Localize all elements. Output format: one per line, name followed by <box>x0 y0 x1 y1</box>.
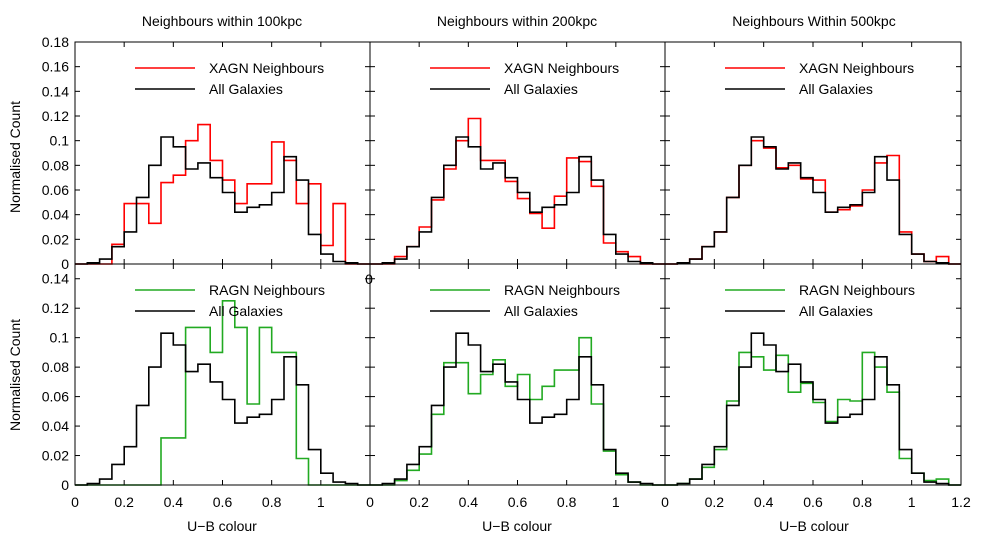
x-tick-label: 0.2 <box>409 494 429 510</box>
legend: XAGN Neighbours All Galaxies <box>430 60 619 97</box>
series-line-all-galaxies <box>75 136 370 265</box>
col-title-500kpc: Neighbours Within 500kpc <box>732 13 895 29</box>
y-tick-label: 0.12 <box>42 108 69 124</box>
legend: XAGN Neighbours All Galaxies <box>725 60 914 97</box>
legend-label: RAGN Neighbours <box>209 282 325 298</box>
y-tick-label: 0.04 <box>42 207 69 223</box>
y-tick-label: 0.06 <box>42 389 69 405</box>
panel-r1c1: 0 0.2 0.4 0.6 0.8 1 RAGN Neighbours All Galaxie… <box>366 263 666 510</box>
x-tick-label: 0.8 <box>557 494 577 510</box>
panel-r1c0: 0 0.02 0.04 0.06 0.08 0.1 0.12 0.14 0 0.2 0.4 0.6 0.… <box>42 263 371 510</box>
legend-label: All Galaxies <box>799 81 873 97</box>
legend-label: All Galaxies <box>209 303 283 319</box>
panel-r0c1: XAGN Neighbours All Galaxies <box>369 41 666 265</box>
x-axis-label-left: U−B colour <box>187 518 257 534</box>
y-tick-label: 0.04 <box>42 418 69 434</box>
y-tick-label: 0.1 <box>50 330 70 346</box>
y-tick-label: 0.02 <box>42 448 69 464</box>
x-tick-label: 0 <box>661 494 669 510</box>
y-tick-label: 0.1 <box>50 133 70 149</box>
y-tick-label: 0.12 <box>42 300 69 316</box>
y-tick-label: 0.14 <box>42 83 69 99</box>
y-tick-label: 0.02 <box>42 231 69 247</box>
x-axis-label-right: U−B colour <box>779 518 849 534</box>
x-tick-label: 0.6 <box>508 494 528 510</box>
panel-r1c2: 0 0.2 0.4 0.6 0.8 1 1.2 RAGN Neighbours All Gala… <box>661 263 971 510</box>
panel-r0c2: XAGN Neighbours All Galaxies <box>664 41 962 265</box>
series-line-xagn-neighbours <box>75 123 370 265</box>
col-title-100kpc: Neighbours within 100kpc <box>142 13 302 29</box>
legend-label: All Galaxies <box>504 81 578 97</box>
legend-label: All Galaxies <box>209 81 283 97</box>
y-tick-label: 0 <box>61 256 69 272</box>
y-tick-label: 0.06 <box>42 182 69 198</box>
y-tick-label: 0.14 <box>42 271 69 287</box>
series-line-all-galaxies <box>370 332 665 486</box>
x-axis-labels: U−B colour U−B colour U−B colour <box>187 518 849 534</box>
series-line-all-galaxies <box>75 332 370 486</box>
x-tick-label: 0.4 <box>754 494 774 510</box>
series-line-ragn-neighbours <box>370 336 665 486</box>
legend: RAGN Neighbours All Galaxies <box>135 282 325 319</box>
y-tick-label: 0.08 <box>42 359 69 375</box>
x-tick-label: 0.2 <box>114 494 134 510</box>
x-tick-label: 0.4 <box>164 494 184 510</box>
column-titles: Neighbours within 100kpc Neighbours with… <box>142 13 896 29</box>
x-tick-label: 1.2 <box>951 494 971 510</box>
x-tick-label: 0.6 <box>213 494 233 510</box>
series-line-xagn-neighbours <box>370 117 665 265</box>
series-line-all-galaxies <box>665 332 961 486</box>
x-tick-label: 0.6 <box>803 494 823 510</box>
x-tick-label: 0 <box>71 494 79 510</box>
legend-label: RAGN Neighbours <box>799 282 915 298</box>
x-tick-label: 1 <box>612 494 620 510</box>
legend: XAGN Neighbours All Galaxies <box>135 60 324 97</box>
y-axis-labels: Normalised Count Normalised Count <box>7 101 23 431</box>
x-tick-label: 1 <box>908 494 916 510</box>
y-tick-label: 0.16 <box>42 59 69 75</box>
legend-label: XAGN Neighbours <box>209 60 324 76</box>
legend: RAGN Neighbours All Galaxies <box>725 282 915 319</box>
col-title-200kpc: Neighbours within 200kpc <box>437 13 597 29</box>
panels: 0 0.02 0.04 0.06 0.08 0.1 0.12 0.14 0.16 0.18 XAGN… <box>42 34 971 510</box>
x-tick-label: 0.2 <box>705 494 725 510</box>
panel-r0c0: 0 0.02 0.04 0.06 0.08 0.1 0.12 0.14 0.16 0.18 XAGN… <box>42 34 371 272</box>
x-tick-label: 0 <box>366 494 374 510</box>
x-axis-label-middle: U−B colour <box>482 518 552 534</box>
y-tick-label: 0.08 <box>42 157 69 173</box>
legend-label: XAGN Neighbours <box>504 60 619 76</box>
x-tick-label: 1 <box>317 494 325 510</box>
legend-label: All Galaxies <box>504 303 578 319</box>
x-tick-label: 0.4 <box>459 494 479 510</box>
x-tick-label: 0.8 <box>853 494 873 510</box>
series-line-xagn-neighbours <box>665 139 961 265</box>
x-tick-label: 0.8 <box>262 494 282 510</box>
legend-label: All Galaxies <box>799 303 873 319</box>
legend: RAGN Neighbours All Galaxies <box>430 282 620 319</box>
y-axis-label-top: Normalised Count <box>7 101 23 213</box>
series-line-all-galaxies <box>370 136 665 265</box>
y-tick-label: 0.18 <box>42 34 69 50</box>
legend-label: XAGN Neighbours <box>799 60 914 76</box>
y-axis-label-bottom: Normalised Count <box>7 319 23 431</box>
y-tick-label: 0 <box>61 477 69 493</box>
series-line-all-galaxies <box>665 136 961 265</box>
legend-label: RAGN Neighbours <box>504 282 620 298</box>
